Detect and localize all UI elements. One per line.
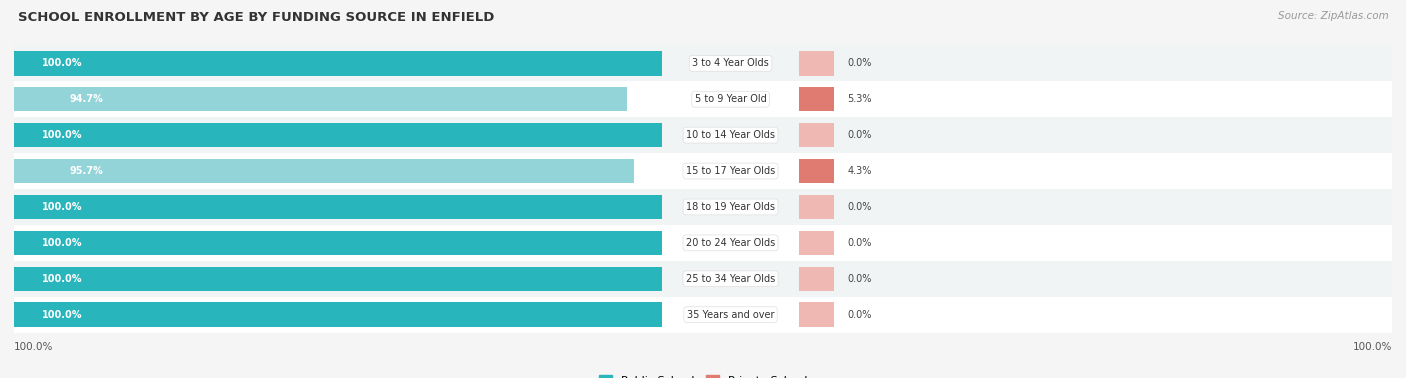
- Bar: [14, 297, 1392, 333]
- Text: 20 to 24 Year Olds: 20 to 24 Year Olds: [686, 238, 775, 248]
- Text: 100.0%: 100.0%: [42, 238, 82, 248]
- Bar: [800, 302, 834, 327]
- Text: 100.0%: 100.0%: [1353, 342, 1392, 352]
- Bar: [14, 117, 1392, 153]
- Bar: [14, 261, 1392, 297]
- Bar: [14, 266, 662, 291]
- Text: 100.0%: 100.0%: [42, 58, 82, 68]
- Text: 18 to 19 Year Olds: 18 to 19 Year Olds: [686, 202, 775, 212]
- Text: 100.0%: 100.0%: [14, 342, 53, 352]
- Text: SCHOOL ENROLLMENT BY AGE BY FUNDING SOURCE IN ENFIELD: SCHOOL ENROLLMENT BY AGE BY FUNDING SOUR…: [18, 11, 495, 24]
- Text: 4.3%: 4.3%: [848, 166, 872, 176]
- Bar: [800, 195, 834, 219]
- Text: 10 to 14 Year Olds: 10 to 14 Year Olds: [686, 130, 775, 140]
- Text: 25 to 34 Year Olds: 25 to 34 Year Olds: [686, 274, 775, 284]
- Bar: [800, 123, 834, 147]
- Text: 5 to 9 Year Old: 5 to 9 Year Old: [695, 94, 766, 104]
- Bar: [14, 231, 662, 255]
- Text: 100.0%: 100.0%: [42, 130, 82, 140]
- Legend: Public School, Private School: Public School, Private School: [595, 370, 811, 378]
- Bar: [800, 159, 834, 183]
- Text: 35 Years and over: 35 Years and over: [686, 310, 775, 320]
- Text: 0.0%: 0.0%: [848, 238, 872, 248]
- Bar: [800, 266, 834, 291]
- Bar: [14, 123, 662, 147]
- Bar: [14, 153, 1392, 189]
- Bar: [14, 81, 1392, 117]
- Text: 95.7%: 95.7%: [69, 166, 103, 176]
- Bar: [14, 302, 662, 327]
- Text: 0.0%: 0.0%: [848, 202, 872, 212]
- Bar: [800, 51, 834, 76]
- Bar: [14, 159, 634, 183]
- Text: 100.0%: 100.0%: [42, 202, 82, 212]
- Bar: [14, 45, 1392, 81]
- Text: 3 to 4 Year Olds: 3 to 4 Year Olds: [692, 58, 769, 68]
- Text: 0.0%: 0.0%: [848, 130, 872, 140]
- Bar: [14, 195, 662, 219]
- Text: 100.0%: 100.0%: [42, 310, 82, 320]
- Text: 15 to 17 Year Olds: 15 to 17 Year Olds: [686, 166, 775, 176]
- Text: 0.0%: 0.0%: [848, 310, 872, 320]
- Text: 0.0%: 0.0%: [848, 274, 872, 284]
- Text: 5.3%: 5.3%: [848, 94, 872, 104]
- Bar: [14, 51, 662, 76]
- Bar: [14, 225, 1392, 261]
- Text: 94.7%: 94.7%: [69, 94, 103, 104]
- Text: 0.0%: 0.0%: [848, 58, 872, 68]
- Bar: [800, 87, 834, 112]
- Bar: [800, 231, 834, 255]
- Bar: [14, 189, 1392, 225]
- Bar: [14, 87, 627, 112]
- Text: Source: ZipAtlas.com: Source: ZipAtlas.com: [1278, 11, 1389, 21]
- Text: 100.0%: 100.0%: [42, 274, 82, 284]
